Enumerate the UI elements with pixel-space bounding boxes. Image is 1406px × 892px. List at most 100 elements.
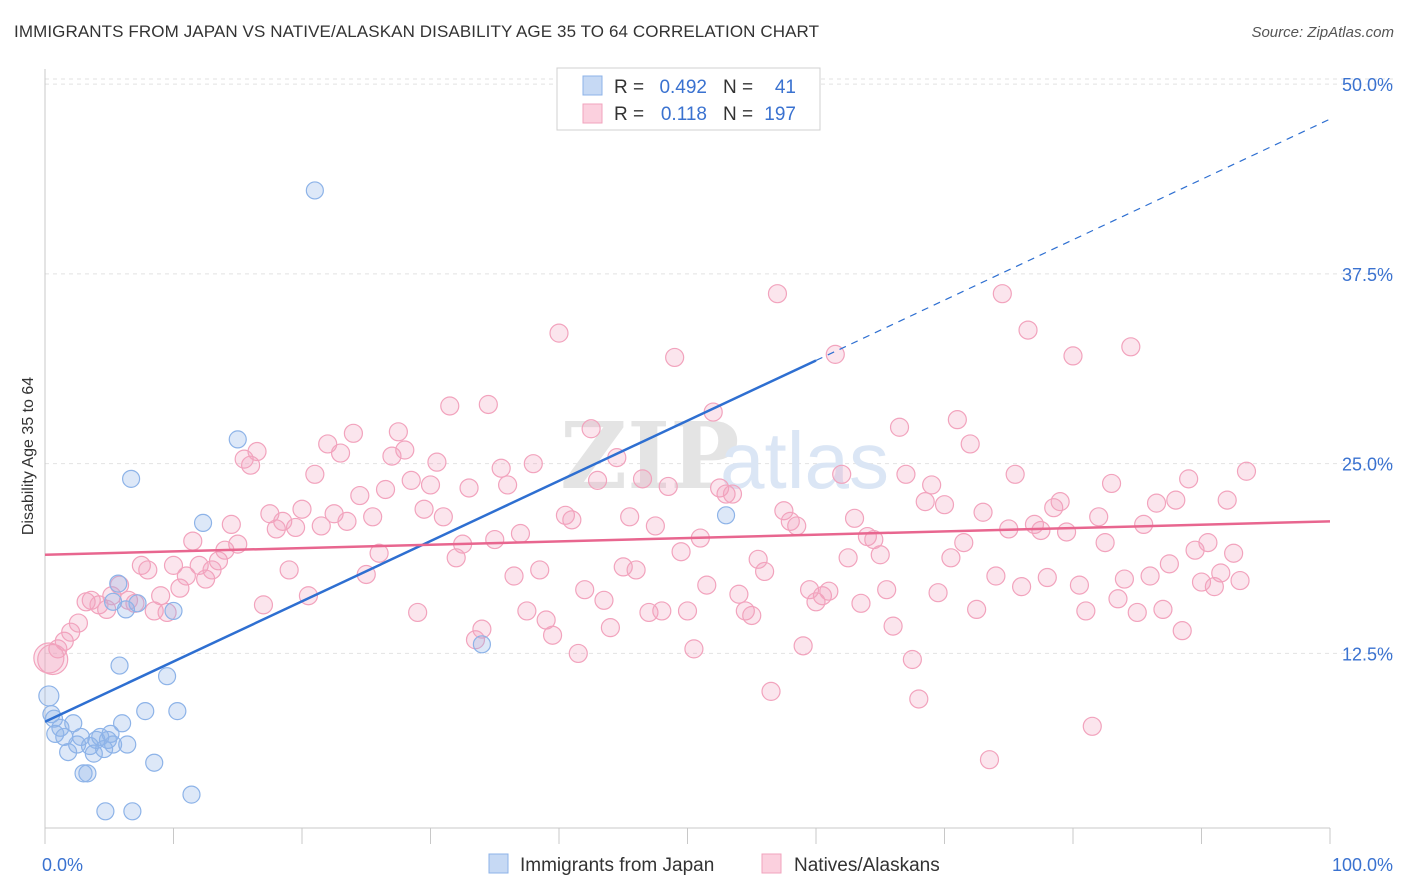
natives-point xyxy=(343,423,363,443)
japan-point xyxy=(305,181,324,200)
bottom-legend: Immigrants from Japan Natives/Alaskans xyxy=(488,853,940,876)
natives-point xyxy=(729,584,749,604)
japan-point xyxy=(38,685,60,707)
natives-point xyxy=(388,422,408,442)
natives-points xyxy=(33,284,1257,770)
natives-point xyxy=(247,441,267,462)
axes xyxy=(44,69,1331,844)
japan-point xyxy=(74,764,93,783)
natives-point xyxy=(645,516,665,536)
natives-trend-line xyxy=(44,520,1331,557)
natives-point xyxy=(292,499,312,519)
natives-point xyxy=(716,484,736,504)
natives-point xyxy=(363,507,383,527)
natives-point xyxy=(1172,621,1192,641)
natives-point xyxy=(992,284,1012,304)
natives-point xyxy=(1114,569,1135,589)
natives-point xyxy=(1056,522,1077,542)
japan-point xyxy=(128,594,147,613)
natives-point xyxy=(774,501,794,521)
svg-text:N =: N = xyxy=(723,77,753,98)
x-tick-label-1: 100.0% xyxy=(1332,855,1393,875)
natives-point xyxy=(375,479,396,500)
y-tick-label-1: 25.0% xyxy=(1342,455,1393,475)
japan-point xyxy=(101,724,120,743)
natives-point xyxy=(1108,589,1128,609)
natives-point xyxy=(1198,533,1218,553)
natives-point xyxy=(266,519,286,539)
gridlines xyxy=(45,78,1395,654)
y-tick-label-0: 12.5% xyxy=(1342,644,1393,664)
watermark-atlas: atlas xyxy=(720,416,889,505)
trend-lines xyxy=(44,118,1331,723)
natives-point xyxy=(420,475,441,495)
japan-points xyxy=(38,181,736,821)
natives-point xyxy=(1166,490,1186,510)
natives-point xyxy=(163,555,184,575)
natives-point xyxy=(986,566,1006,586)
natives-point xyxy=(37,643,69,676)
legend-swatch-natives xyxy=(582,103,603,124)
natives-point xyxy=(285,517,306,538)
natives-point xyxy=(1037,567,1057,588)
natives-point xyxy=(889,417,910,437)
japan-point xyxy=(145,753,164,772)
japan-point xyxy=(716,506,736,525)
natives-point xyxy=(1224,543,1244,563)
natives-point xyxy=(1179,469,1199,489)
japan-point xyxy=(84,744,103,763)
natives-point xyxy=(697,575,717,595)
japan-point xyxy=(64,714,83,733)
natives-point xyxy=(472,619,492,639)
natives-point xyxy=(523,454,543,474)
natives-point xyxy=(1211,563,1231,583)
natives-point xyxy=(208,551,229,571)
natives-point xyxy=(748,549,768,569)
japan-point xyxy=(112,714,132,733)
natives-point xyxy=(485,529,505,550)
natives-point xyxy=(742,605,762,626)
natives-point xyxy=(459,478,479,498)
natives-point xyxy=(819,581,839,601)
natives-point xyxy=(157,602,177,623)
japan-point xyxy=(104,735,123,754)
japan-trend-line xyxy=(44,359,817,723)
natives-point xyxy=(183,531,203,551)
legend-r-japan: 0.492 xyxy=(659,77,707,98)
natives-point xyxy=(68,613,89,633)
y-tick-label-2: 37.5% xyxy=(1342,265,1393,285)
natives-point xyxy=(1217,490,1237,510)
natives-point xyxy=(337,511,357,531)
japan-point xyxy=(193,513,213,532)
legend-n-natives: 197 xyxy=(764,104,796,125)
natives-point xyxy=(305,464,325,484)
legend-box: R = 0.492 N = 41 R = 0.118 N = 197 xyxy=(556,67,821,131)
natives-point xyxy=(1153,599,1173,620)
natives-point xyxy=(1121,337,1141,357)
natives-point xyxy=(947,410,967,430)
svg-text:N =: N = xyxy=(723,104,753,125)
natives-point xyxy=(851,593,871,613)
natives-point xyxy=(279,560,299,580)
natives-point xyxy=(48,639,68,659)
natives-point xyxy=(491,458,511,478)
natives-point xyxy=(877,580,897,600)
japan-trend-extension xyxy=(815,118,1331,361)
japan-point xyxy=(116,600,136,619)
natives-point xyxy=(1089,507,1109,527)
natives-point xyxy=(369,543,389,563)
natives-point xyxy=(414,499,434,519)
y-axis-label: Disability Age 35 to 64 xyxy=(20,377,37,535)
natives-point xyxy=(677,601,698,621)
japan-point xyxy=(110,656,129,675)
natives-point xyxy=(671,542,691,562)
natives-point xyxy=(870,545,890,565)
bottom-legend-natives: Natives/Alaskans xyxy=(794,855,940,876)
source-credit: Source: ZipAtlas.com xyxy=(1251,24,1394,41)
japan-point xyxy=(472,635,491,654)
natives-point xyxy=(587,470,608,490)
natives-point xyxy=(1031,520,1051,541)
natives-point xyxy=(311,516,331,536)
natives-point xyxy=(498,475,518,495)
